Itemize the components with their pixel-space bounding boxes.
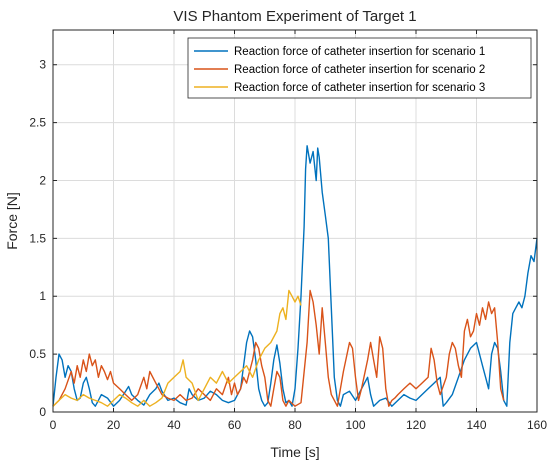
legend-box (187, 37, 532, 99)
y-tick-label: 0 (39, 405, 46, 419)
x-tick-labels: 0 20 40 60 80 100 120 140 160 (50, 418, 548, 432)
x-tick-label: 40 (167, 418, 181, 432)
chart-title: VIS Phantom Experiment of Target 1 (173, 8, 416, 25)
x-tick-label: 0 (50, 418, 57, 432)
x-tick-label: 60 (228, 418, 242, 432)
legend-label-scenario-1: Reaction force of catheter insertion for… (234, 46, 485, 58)
x-tick-label: 140 (466, 418, 486, 432)
legend-label-scenario-2: Reaction force of catheter insertion for… (234, 64, 485, 76)
series-line-scenario-3 (52, 289, 302, 407)
legend-entries: Reaction force of catheter insertion for… (194, 46, 485, 94)
y-tick-label: 3 (39, 58, 46, 72)
y-tick-label: 1 (39, 289, 46, 303)
series-line-scenario-1 (52, 145, 538, 407)
y-tick-label: 2.5 (29, 116, 46, 130)
y-tick-label: 1.5 (29, 231, 46, 245)
axis-ticks (52, 30, 538, 413)
series-line-scenario-2 (52, 289, 505, 407)
x-tick-label: 160 (527, 418, 547, 432)
y-tick-labels: 0 0.5 1 1.5 2 2.5 3 (29, 58, 46, 419)
y-axis-label: Force [N] (4, 192, 20, 250)
y-tick-label: 0.5 (29, 347, 46, 361)
x-axis-label: Time [s] (270, 444, 319, 460)
legend-label-scenario-3: Reaction force of catheter insertion for… (234, 82, 485, 94)
x-tick-label: 20 (107, 418, 121, 432)
x-tick-label: 120 (406, 418, 426, 432)
x-tick-label: 100 (345, 418, 365, 432)
series-lines (52, 145, 538, 407)
x-tick-label: 80 (288, 418, 302, 432)
legend: Reaction force of catheter insertion for… (187, 37, 532, 99)
y-tick-label: 2 (39, 173, 46, 187)
